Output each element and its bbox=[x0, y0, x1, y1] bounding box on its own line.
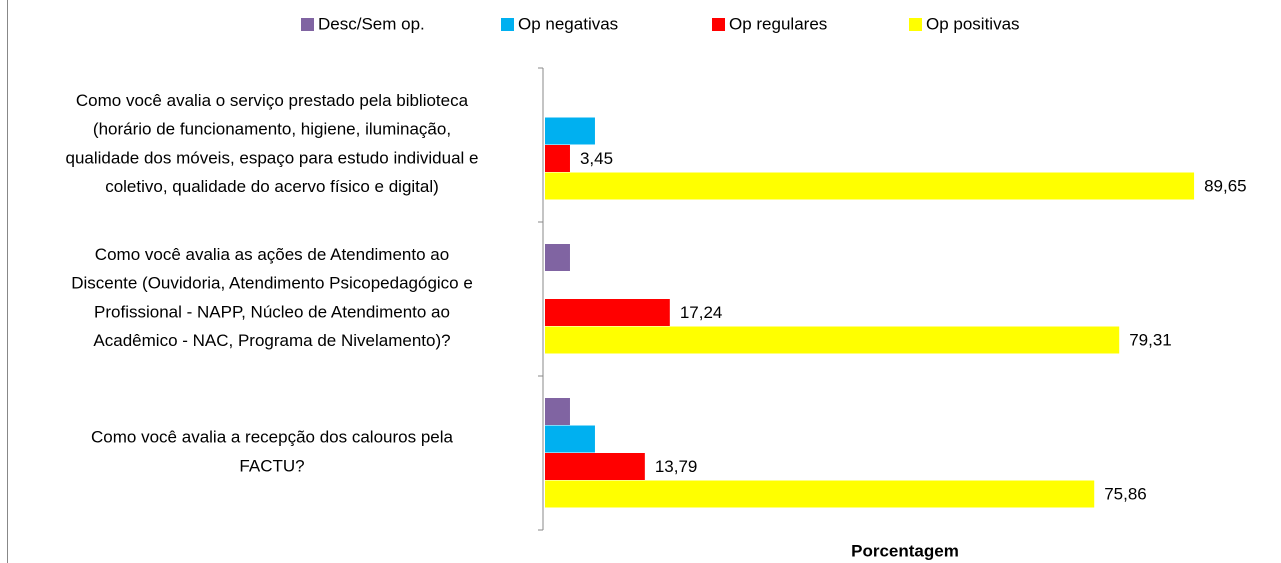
data-label: 79,31 bbox=[1129, 330, 1172, 349]
category-label: Como você avalia as ações de Atendimento… bbox=[71, 245, 473, 350]
bar bbox=[545, 145, 570, 172]
category-label: Como você avalia a recepção dos calouros… bbox=[91, 428, 453, 476]
category-line: Como você avalia a recepção dos calouros… bbox=[91, 428, 453, 447]
category-line: Como você avalia as ações de Atendimento… bbox=[95, 245, 449, 264]
bar bbox=[545, 117, 595, 145]
legend-swatch bbox=[301, 18, 314, 31]
legend-label: Op negativas bbox=[518, 14, 618, 33]
data-label: 13,79 bbox=[655, 457, 698, 476]
legend-swatch bbox=[909, 18, 922, 31]
data-label: 89,65 bbox=[1204, 176, 1247, 195]
category-label: Como você avalia o serviço prestado pela… bbox=[66, 91, 479, 196]
bar bbox=[545, 299, 670, 326]
category-line: Acadêmico - NAC, Programa de Nivelamento… bbox=[93, 332, 450, 351]
bar bbox=[545, 398, 570, 425]
bar bbox=[545, 172, 1195, 200]
legend-swatch bbox=[712, 18, 725, 31]
bar bbox=[545, 244, 570, 271]
data-label: 75,86 bbox=[1104, 484, 1147, 503]
category-line: (horário de funcionamento, higiene, ilum… bbox=[93, 120, 451, 139]
category-line: Discente (Ouvidoria, Atendimento Psicope… bbox=[71, 274, 473, 293]
legend-label: Desc/Sem op. bbox=[318, 14, 425, 33]
data-label: 3,45 bbox=[580, 149, 613, 168]
bar bbox=[545, 453, 645, 480]
category-line: coletivo, qualidade do acervo físico e d… bbox=[105, 178, 439, 197]
bar bbox=[545, 480, 1095, 508]
legend-label: Op regulares bbox=[729, 14, 827, 33]
category-line: FACTU? bbox=[239, 457, 304, 476]
legend-swatch bbox=[501, 18, 514, 31]
data-label: 17,24 bbox=[680, 303, 723, 322]
category-line: Profissional - NAPP, Núcleo de Atendimen… bbox=[94, 303, 450, 322]
legend-label: Op positivas bbox=[926, 14, 1020, 33]
bar bbox=[545, 326, 1120, 354]
x-axis-label: Porcentagem bbox=[851, 541, 959, 560]
category-line: Como você avalia o serviço prestado pela… bbox=[76, 91, 469, 110]
category-line: qualidade dos móveis, espaço para estudo… bbox=[66, 149, 479, 168]
bar bbox=[545, 425, 595, 453]
